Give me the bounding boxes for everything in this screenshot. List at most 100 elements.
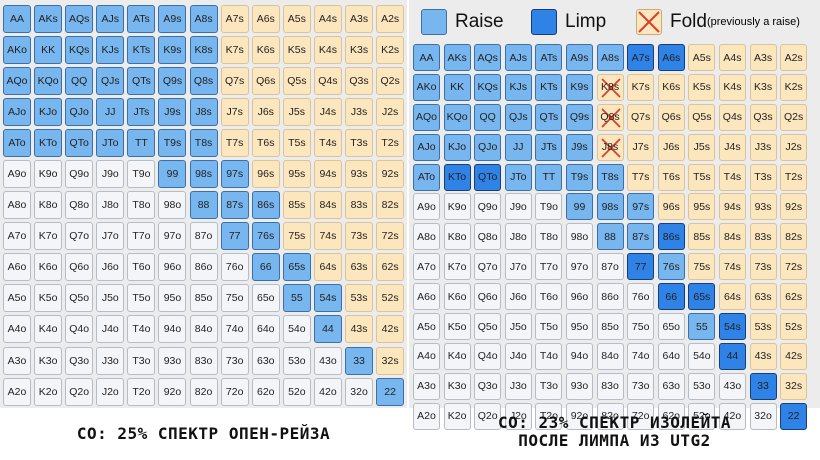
hand-label: J3s [754,141,772,154]
open-hand-cell-95o: 95o [158,284,187,313]
iso-hand-cell-q6s: Q6s [657,103,685,131]
hand-label: J7o [509,260,527,273]
open-hand-cell-k2o: K2o [34,377,63,406]
iso-hand-cell-93s: 93s [749,193,777,221]
fold-swatch [636,9,662,35]
hand-label: 88 [197,199,210,212]
hand-label: 62s [381,261,399,274]
hand-label: T8o [539,230,558,243]
iso-hand-cell-q9s: Q9s [565,103,593,131]
open-hand-cell-43o: 43o [313,346,342,375]
hand-label: 52o [693,410,711,423]
open-hand-cell-q7s: Q7s [220,67,249,96]
open-hand-cell-q4o: Q4o [65,315,94,344]
hand-label: 73s [754,260,772,273]
open-hand-cell-92o: 92o [158,377,187,406]
iso-hand-cell-t3o: T3o [535,372,563,400]
iso-hand-cell-54o: 54o [688,342,716,370]
limp-swatch [531,9,557,35]
hand-label: T6s [662,171,680,184]
open-hand-cell-73s: 73s [345,222,374,251]
hand-label: 54o [288,323,306,336]
iso-hand-cell-t5s: T5s [688,163,716,191]
hand-label: K2o [447,410,467,423]
hand-label: TT [542,171,556,184]
hand-label: AJo [7,106,27,119]
hand-label: 72s [381,230,399,243]
iso-hand-cell-j4s: J4s [718,133,746,161]
iso-hand-cell-33: 33 [749,372,777,400]
hand-label: K4o [447,350,467,363]
hand-label: K3s [753,81,773,94]
hand-label: 74s [723,260,741,273]
hand-label: 73o [225,354,244,367]
open-hand-cell-qjo: QJo [65,98,94,127]
hand-label: J8o [101,199,119,212]
iso-hand-cell-qto: QTo [474,163,502,191]
open-hand-cell-tt: TT [127,129,156,158]
hand-label: Q8o [477,230,498,243]
iso-hand-cell-t2o: T2o [535,402,563,430]
hand-label: 32s [381,354,399,367]
open-hand-cell-jj: JJ [96,98,125,127]
iso-hand-cell-52s: 52s [780,313,808,341]
open-hand-cell-j5o: J5o [96,284,125,313]
hand-label: J5o [101,292,119,305]
hand-label: Q2s [783,111,804,124]
iso-hand-cell-87s: 87s [627,223,655,251]
hand-label: 93s [350,168,368,181]
hand-label: T4o [539,350,558,363]
hand-label: AJs [101,13,120,25]
open-hand-cell-q2s: Q2s [376,67,405,96]
hand-label: A2s [784,51,803,64]
isolation-range-grid: AA AKs AQs AJs ATs A9s A8s A7s A6s A5s A4s A3s A2s AK… [413,44,808,430]
hand-label: QTo [69,137,89,150]
hand-label: 84s [723,230,741,243]
iso-hand-cell-j8s: J8s [596,133,624,161]
open-hand-cell-a7s: A7s [220,5,249,33]
hand-label: A8o [7,199,27,212]
iso-hand-cell-t9o: T9o [535,193,563,221]
iso-hand-cell-qjs: QJs [504,103,532,131]
hand-label: 76s [662,260,680,273]
hand-label: K9s [163,44,182,57]
hand-label: JJ [513,141,524,154]
hand-label: 64o [256,323,275,336]
hand-label: K7o [38,230,58,243]
hand-label: 86o [601,290,619,303]
hand-label: 65s [288,261,306,274]
iso-hand-cell-44: 44 [718,342,746,370]
hand-label: T4s [319,137,337,150]
hand-label: T2o [132,385,151,398]
iso-hand-cell-q4s: Q4s [718,103,746,131]
hand-label: ATs [540,51,558,64]
hand-label: K3o [447,380,467,393]
hand-label: 75s [693,260,711,273]
hand-label: KJs [509,81,528,94]
iso-hand-cell-43o: 43o [718,372,746,400]
hand-label: 82o [601,410,619,423]
hand-label: T3o [132,354,151,367]
hand-label: ATs [133,13,150,25]
open-hand-cell-qjs: QJs [96,67,125,96]
cross-icon [600,78,621,98]
hand-label: 32o [754,410,772,423]
iso-hand-cell-92s: 92s [780,193,808,221]
hand-label: T6s [256,137,275,150]
hand-label: 88 [604,230,616,243]
hand-label: T5s [693,171,711,184]
raise-swatch [421,9,447,35]
hand-label: 42s [381,323,399,336]
hand-label: 43o [319,354,337,367]
hand-label: 73s [350,230,368,243]
hand-label: 54s [723,320,741,333]
hand-label: 86s [257,199,275,212]
iso-hand-cell-66: 66 [657,283,685,311]
hand-label: K5s [692,81,711,94]
hand-label: Q8s [193,75,214,88]
hand-label: AKs [447,51,467,64]
iso-hand-cell-q7o: Q7o [474,253,502,281]
iso-hand-cell-98o: 98o [565,223,593,251]
open-hand-cell-j3o: J3o [96,346,125,375]
iso-hand-cell-84s: 84s [718,223,746,251]
